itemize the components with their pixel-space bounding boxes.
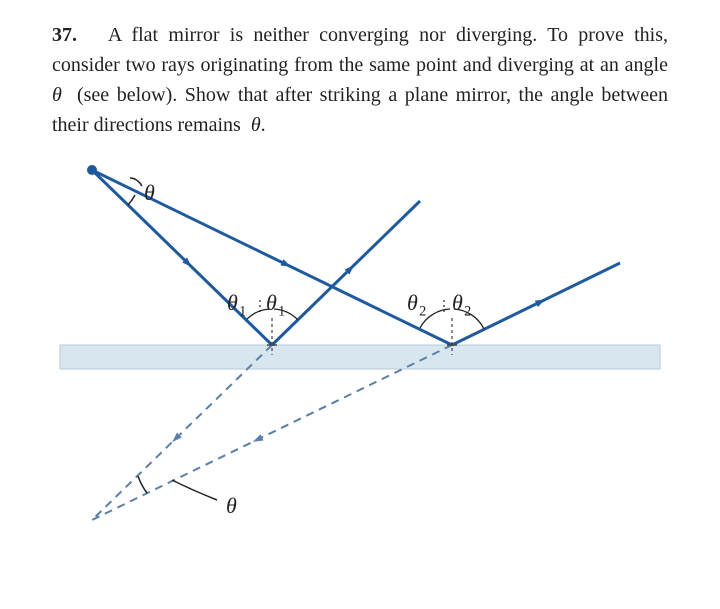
label-theta2-l-sub: 2: [419, 304, 426, 320]
label-theta2-r-sub: 2: [464, 304, 471, 320]
label-theta1-r: θ: [266, 290, 277, 315]
label-theta1-r-sub: 1: [278, 304, 285, 320]
theta-arc-bottom: [138, 476, 147, 493]
theta-leader-bottom: [172, 480, 217, 500]
ray: [452, 263, 620, 345]
theta-arc-top: [128, 195, 135, 205]
ray: [92, 345, 452, 520]
label-theta1-l-sub: 1: [239, 304, 246, 320]
ray: [92, 345, 272, 520]
diagram-svg: θθθ1θ1θ2θ2: [52, 150, 668, 550]
theta-inline-1: θ: [52, 84, 62, 106]
text-part-0: A flat mirror is neither converging nor …: [52, 24, 668, 76]
label-theta-top: θ: [144, 180, 155, 205]
problem-text: 37. A flat mirror is neither converging …: [52, 20, 668, 140]
source-point: [87, 165, 97, 175]
text-part-2: .: [261, 114, 266, 136]
label-theta2-l: θ: [407, 290, 418, 315]
problem-number: 37.: [52, 24, 77, 46]
mirror: [60, 345, 660, 369]
ray: [272, 201, 420, 345]
theta-leader-top: [130, 178, 142, 186]
label-theta2-r: θ: [452, 290, 463, 315]
text-part-1: (see below). Show that after striking a …: [52, 84, 668, 136]
theta-inline-2: θ: [251, 114, 261, 136]
label-theta-bottom: θ: [226, 493, 237, 518]
label-theta1-l: θ: [227, 290, 238, 315]
figure: θθθ1θ1θ2θ2: [52, 150, 668, 550]
